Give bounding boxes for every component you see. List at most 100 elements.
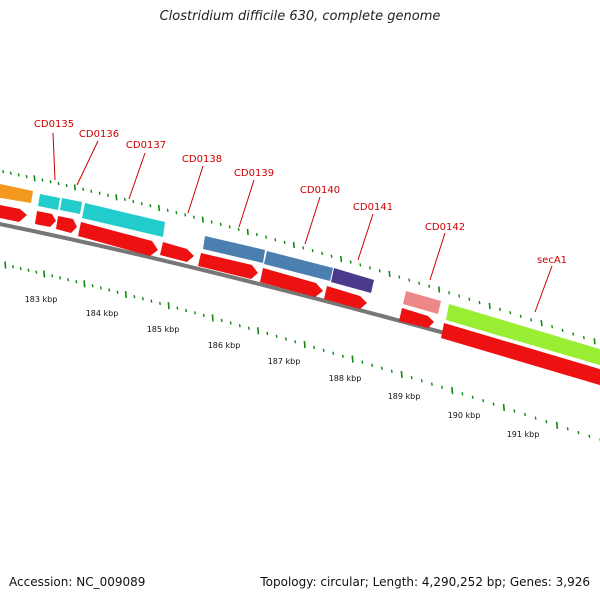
scale-tick-minor bbox=[566, 427, 569, 431]
scale-tick-major bbox=[167, 302, 170, 310]
backbone-tick-minor bbox=[330, 254, 333, 258]
scale-tick-major bbox=[451, 387, 454, 395]
feature-orange[interactable] bbox=[0, 183, 33, 203]
feature-cd0140-cds[interactable] bbox=[264, 251, 333, 281]
scale-tick-minor bbox=[266, 331, 269, 336]
backbone-tick-minor bbox=[448, 291, 451, 295]
backbone-tick-major bbox=[73, 184, 76, 191]
scale-tick-minor bbox=[534, 416, 537, 420]
feature-cd0137-cds[interactable] bbox=[82, 203, 165, 237]
backbone-tick-minor bbox=[398, 275, 401, 279]
scale-label: 188 kbp bbox=[329, 374, 362, 383]
scale-tick-minor bbox=[229, 321, 232, 325]
gene-label-cd0138: CD0138 bbox=[182, 154, 222, 165]
scale-tick-minor bbox=[341, 354, 344, 358]
scale-tick-minor bbox=[524, 412, 526, 417]
scale-tick-minor bbox=[313, 345, 316, 350]
scale-tick-minor bbox=[380, 366, 383, 370]
scale-tick-minor bbox=[27, 268, 30, 272]
gene-arrow-7[interactable] bbox=[260, 268, 323, 297]
backbone-tick-minor bbox=[311, 248, 314, 253]
scale-tick-major bbox=[303, 341, 306, 349]
backbone-tick-minor bbox=[408, 278, 411, 282]
leader-lines bbox=[52, 132, 553, 313]
gene-arrow-6[interactable] bbox=[198, 253, 258, 279]
backbone-tick-minor bbox=[369, 266, 371, 270]
backbone-tick-minor bbox=[283, 240, 286, 245]
gene-arrow-10[interactable] bbox=[441, 323, 600, 386]
scale-tick-major bbox=[351, 355, 354, 363]
backbone-tick-minor bbox=[219, 222, 222, 227]
scale-tick-minor bbox=[19, 266, 22, 271]
backbone-tick-minor bbox=[321, 251, 324, 256]
scale-tick-minor bbox=[247, 326, 250, 330]
accession-text: Accession: NC_009089 bbox=[9, 575, 146, 589]
scale-label: 183 kbp bbox=[25, 295, 58, 304]
scale-label: 191 kbp bbox=[507, 430, 540, 439]
backbone-tick-minor bbox=[530, 318, 533, 322]
scale-tick-minor bbox=[390, 369, 393, 373]
scale-tick-minor bbox=[482, 399, 485, 403]
scale-tick-major bbox=[83, 280, 86, 288]
gene-arrow-5[interactable] bbox=[160, 242, 194, 262]
scale-tick-minor bbox=[99, 286, 102, 290]
backbone-tick-major bbox=[540, 320, 543, 327]
scale-tick-minor bbox=[141, 297, 144, 301]
backbone-tick-minor bbox=[90, 189, 93, 193]
scale-label: 184 kbp bbox=[86, 309, 119, 318]
backbone-tick-minor bbox=[255, 232, 258, 237]
scale-tick-minor bbox=[410, 375, 413, 380]
backbone-tick-major bbox=[340, 256, 343, 263]
backbone-tick-major bbox=[438, 286, 441, 293]
scale-tick-major bbox=[257, 327, 260, 335]
feature-cd0136-cds[interactable] bbox=[60, 198, 82, 214]
gene-arrow-3[interactable] bbox=[56, 216, 77, 233]
backbone-tick-minor bbox=[458, 294, 461, 298]
backbone-tick-minor bbox=[123, 197, 126, 202]
backbone-tick-major bbox=[157, 204, 161, 212]
scale-tick-minor bbox=[159, 301, 161, 306]
gene-arrow-4[interactable] bbox=[78, 222, 158, 256]
scale-tick-minor bbox=[471, 395, 474, 399]
scale-ticks bbox=[4, 261, 600, 442]
gene-arrow-8[interactable] bbox=[324, 286, 367, 309]
feature-cd0142-cds[interactable] bbox=[403, 291, 441, 314]
backbone-tick-minor bbox=[57, 181, 60, 186]
scale-tick-minor bbox=[116, 290, 119, 294]
gene-arrow-2[interactable] bbox=[35, 211, 56, 227]
scale-tick-minor bbox=[59, 276, 62, 280]
gene-label-seca1: secA1 bbox=[537, 255, 567, 266]
gene-label-cd0140: CD0140 bbox=[300, 185, 340, 196]
feature-cd0139-cds[interactable] bbox=[203, 236, 265, 263]
backbone-tick-major bbox=[292, 242, 295, 249]
backbone-tick-minor bbox=[210, 220, 213, 224]
backbone-ticks bbox=[2, 169, 596, 345]
scale-tick-minor bbox=[12, 265, 14, 269]
feature-cd0135-cds[interactable] bbox=[38, 194, 60, 210]
gene-label-cd0137: CD0137 bbox=[126, 140, 166, 151]
backbone-tick-minor bbox=[184, 213, 187, 217]
feature-cd0141-cds[interactable] bbox=[331, 268, 374, 293]
backbone-tick-minor bbox=[561, 328, 564, 333]
gene-arrow-9[interactable] bbox=[399, 308, 434, 328]
scale-label: 186 kbp bbox=[208, 341, 241, 350]
backbone-tick-minor bbox=[499, 307, 501, 312]
backbone-tick-minor bbox=[107, 193, 109, 197]
backbone-tick-minor bbox=[2, 169, 5, 174]
scale-tick-minor bbox=[75, 280, 78, 284]
scale-label: 190 kbp bbox=[448, 411, 481, 420]
feature-seca1-cds[interactable] bbox=[446, 304, 600, 366]
backbone-tick-minor bbox=[302, 246, 305, 250]
backbone-tick-minor bbox=[572, 332, 575, 336]
backbone-tick-minor bbox=[25, 174, 28, 179]
scale-label: 187 kbp bbox=[268, 357, 301, 366]
scale-tick-minor bbox=[361, 360, 364, 364]
scale-tick-minor bbox=[51, 274, 54, 278]
backbone-tick-minor bbox=[478, 300, 481, 305]
scale-tick-minor bbox=[35, 270, 38, 274]
backbone-tick-minor bbox=[132, 199, 135, 204]
gene-arrow-1[interactable] bbox=[0, 204, 27, 222]
backbone-tick-minor bbox=[166, 208, 169, 212]
scale-label: 185 kbp bbox=[147, 325, 180, 334]
